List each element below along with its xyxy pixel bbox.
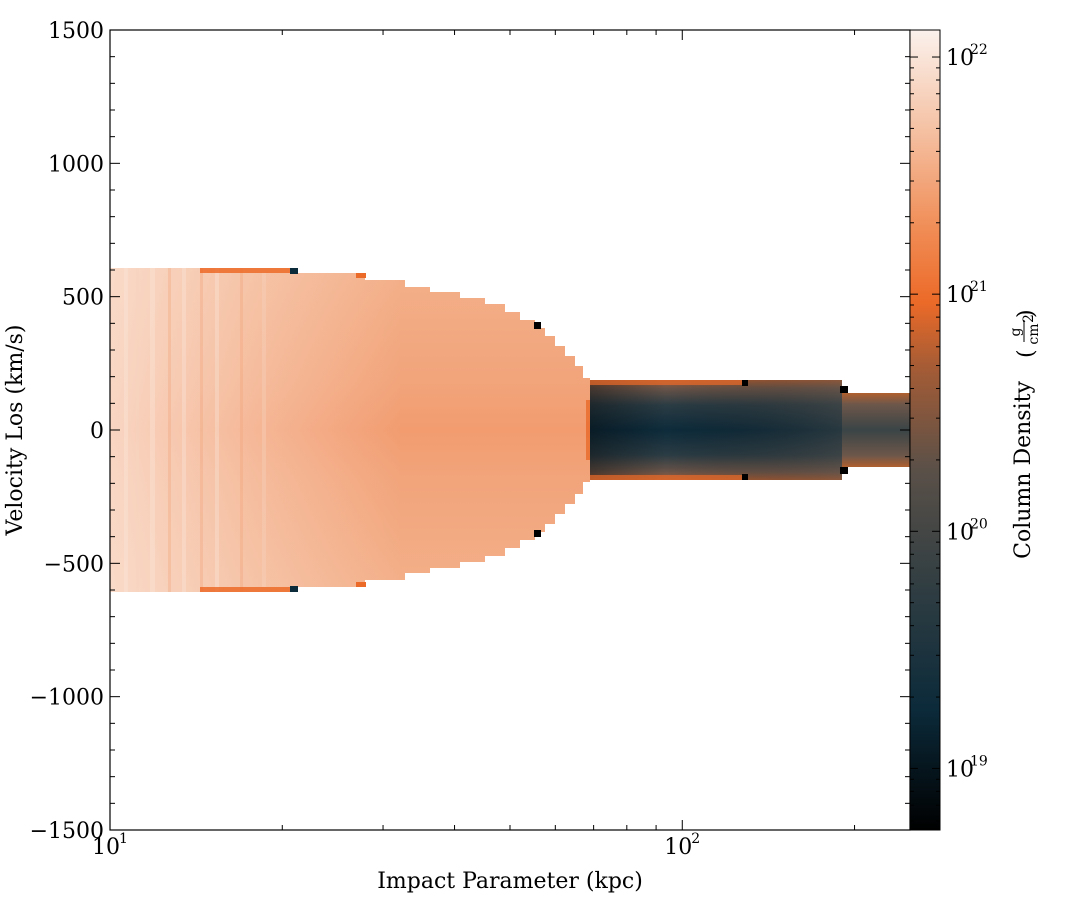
colorbar-unit-paren-close: ) (1014, 309, 1039, 318)
colorbar-tick-label-exp: 22 (970, 42, 988, 58)
colorbar-tick-label-base: 10 (946, 757, 974, 782)
colorbar-tick-label-exp: 21 (970, 279, 988, 295)
y-tick-label: −500 (44, 552, 104, 577)
colorbar-unit-paren-open: ( (1014, 349, 1039, 358)
colorbar (909, 29, 941, 831)
y-tick-label: 1000 (48, 152, 104, 177)
colorbar-label-text: Column Density (1011, 381, 1036, 559)
colorbar-tick-label-base: 10 (946, 283, 974, 308)
y-axis-ticks: 1500 1000 500 0 −500 −1000 −1500 (30, 19, 910, 844)
inner-lobe-streaks (124, 268, 266, 592)
outer-near-band-topedge (590, 380, 745, 385)
colorbar-label: Column Density ( g cm 2 ) (1008, 309, 1042, 558)
colorbar-tick-label-exp: 19 (970, 753, 988, 769)
colorbar-unit-denominator-exp: 2 (1021, 314, 1037, 323)
y-tick-label: −1000 (30, 686, 104, 711)
y-axis-label: Velocity Los (km/s) (3, 325, 28, 537)
y-tick-label: 1500 (48, 19, 104, 44)
outer-near-corner-top (742, 380, 748, 386)
outer-near-corner-bottom (742, 474, 748, 480)
colorbar-tick-label-base: 10 (946, 520, 974, 545)
colorbar-unit-numerator: g (1008, 327, 1024, 336)
outer-near-band-bottomedge (590, 475, 745, 480)
y-tick-label: 500 (62, 286, 104, 311)
outer-far-corner-top (840, 386, 848, 393)
x-tick-label-base: 10 (664, 835, 692, 860)
x-tick-label-exp: 1 (119, 831, 128, 847)
x-axis-label: Impact Parameter (kpc) (377, 869, 643, 894)
colorbar-tick-label-exp: 20 (970, 516, 988, 532)
y-tick-label: −1500 (30, 819, 104, 844)
colorbar-tick-label-base: 10 (946, 46, 974, 71)
x-tick-label-base: 10 (92, 835, 120, 860)
outer-near-band-shade (590, 380, 842, 480)
outer-far-corner-bottom (840, 467, 848, 474)
x-axis-ticks: 10 1 10 2 (92, 30, 856, 860)
inner-lobe-bright-overlay (110, 268, 596, 592)
y-tick-label: 0 (90, 419, 104, 444)
colorbar-unit-denominator: cm (1026, 323, 1042, 344)
x-tick-label-exp: 2 (691, 831, 700, 847)
outer-far-band (842, 393, 910, 467)
